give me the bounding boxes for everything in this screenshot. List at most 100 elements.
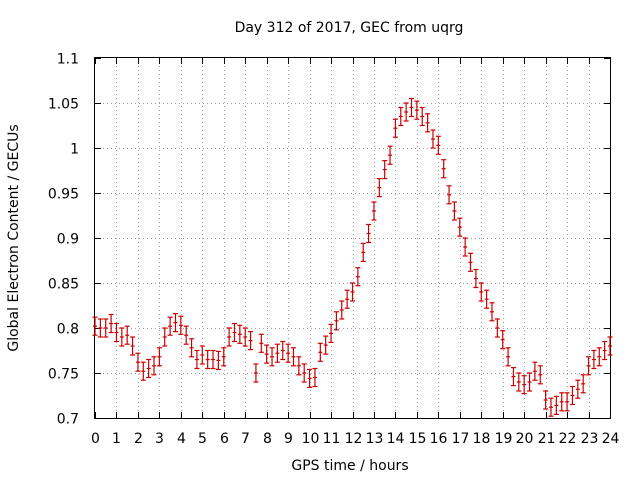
data-point — [189, 338, 195, 358]
data-point — [350, 282, 355, 302]
x-tick-label: 20 — [516, 431, 534, 447]
data-point — [328, 323, 334, 343]
x-tick-label: 24 — [602, 431, 620, 447]
y-tick-label: 1 — [70, 142, 79, 158]
data-point — [371, 201, 377, 221]
axis-ticks — [95, 58, 611, 419]
data-point — [489, 302, 495, 322]
data-point — [301, 363, 307, 383]
data-point — [178, 315, 184, 335]
x-tick-label: 22 — [559, 431, 577, 447]
data-point — [602, 340, 608, 361]
x-tick-label: 3 — [155, 431, 164, 447]
x-tick-label: 10 — [302, 431, 320, 447]
data-point — [360, 242, 366, 262]
data-point — [296, 356, 302, 376]
data-point — [516, 372, 522, 392]
y-tick-label: 0.85 — [48, 277, 79, 293]
data-point — [468, 252, 474, 272]
data-point — [446, 185, 452, 205]
x-tick-label: 8 — [263, 431, 272, 447]
data-point — [366, 223, 372, 244]
x-tick-label: 13 — [366, 431, 384, 447]
data-point — [537, 365, 543, 385]
data-point — [430, 129, 436, 149]
y-tick-label: 1.05 — [48, 97, 79, 113]
data-point — [242, 327, 248, 347]
data-point — [596, 347, 602, 367]
x-tick-label: 15 — [409, 431, 427, 447]
data-point — [532, 361, 538, 381]
y-tick-label: 0.8 — [57, 322, 79, 338]
data-point — [183, 325, 189, 345]
data-point — [221, 347, 227, 367]
data-point — [333, 311, 339, 331]
data-point — [559, 392, 565, 412]
data-point — [387, 145, 393, 165]
data-point — [290, 347, 296, 367]
x-tick-label: 17 — [452, 431, 470, 447]
data-point — [135, 352, 141, 372]
data-point — [527, 372, 533, 392]
data-point — [113, 322, 119, 343]
data-point — [199, 345, 205, 365]
data-point — [607, 336, 613, 356]
y-tick-label: 0.7 — [57, 412, 79, 428]
data-point — [548, 397, 554, 417]
data-point — [414, 100, 420, 120]
data-point — [124, 325, 130, 345]
data-point — [280, 340, 286, 361]
data-point — [569, 385, 575, 406]
data-point — [419, 106, 425, 127]
x-tick-label: 18 — [473, 431, 491, 447]
data-point — [376, 178, 382, 198]
x-tick-label: 21 — [538, 431, 556, 447]
data-point — [339, 300, 345, 320]
y-tick-label: 0.75 — [48, 367, 79, 383]
chart-title: Day 312 of 2017, GEC from uqrg — [235, 20, 464, 36]
data-point — [156, 347, 162, 367]
data-point — [500, 330, 506, 350]
data-point — [130, 336, 136, 356]
data-point — [140, 361, 146, 381]
data-point — [151, 356, 157, 376]
data-point — [553, 395, 559, 415]
x-tick-label: 12 — [345, 431, 363, 447]
data-point — [591, 349, 597, 370]
y-tick-label: 0.9 — [57, 232, 79, 248]
data-point — [317, 342, 323, 362]
data-point — [586, 356, 592, 376]
data-point — [312, 367, 318, 388]
data-point — [307, 368, 313, 388]
data-point — [505, 347, 511, 367]
data-point — [457, 217, 463, 237]
data-point — [92, 316, 98, 336]
data-point — [253, 363, 259, 383]
data-point — [382, 160, 388, 180]
x-axis-label: GPS time / hours — [291, 458, 408, 474]
data-point — [194, 349, 200, 370]
data-point — [473, 268, 479, 289]
data-point — [172, 313, 178, 333]
x-tick-label: 14 — [387, 431, 405, 447]
data-point — [355, 267, 361, 287]
data-point — [103, 318, 109, 338]
y-axis-label: Global Electron Content / GECUs — [6, 124, 22, 351]
data-point — [344, 289, 350, 309]
data-point — [451, 201, 457, 221]
data-point — [167, 316, 173, 336]
data-point — [248, 331, 254, 351]
x-tick-label: 7 — [241, 431, 250, 447]
data-point — [564, 392, 570, 412]
data-point — [441, 159, 447, 179]
data-point — [264, 344, 270, 364]
x-tick-label: 11 — [323, 431, 341, 447]
y-tick-label: 1.1 — [57, 52, 79, 68]
data-point — [258, 333, 264, 353]
x-tick-label: 5 — [198, 431, 207, 447]
x-tick-labels: 0 1 2 3 4 5 6 7 8 9 10 11 12 13 14 15 16 17 18 19 20 21 22 23 24 — [91, 431, 619, 447]
data-point — [231, 322, 237, 343]
x-tick-label: 1 — [112, 431, 121, 447]
data-point — [210, 349, 216, 370]
x-tick-label: 2 — [134, 431, 143, 447]
